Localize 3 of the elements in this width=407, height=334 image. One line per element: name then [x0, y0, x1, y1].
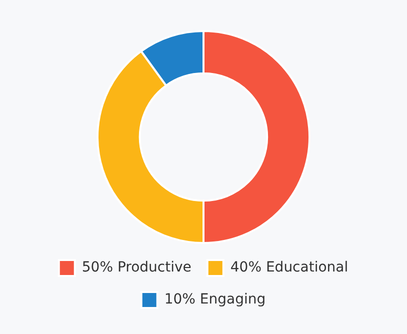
- legend-label: 10% Engaging: [164, 292, 266, 308]
- legend-label: 40% Educational: [230, 260, 348, 276]
- legend-label: 50% Productive: [82, 260, 192, 276]
